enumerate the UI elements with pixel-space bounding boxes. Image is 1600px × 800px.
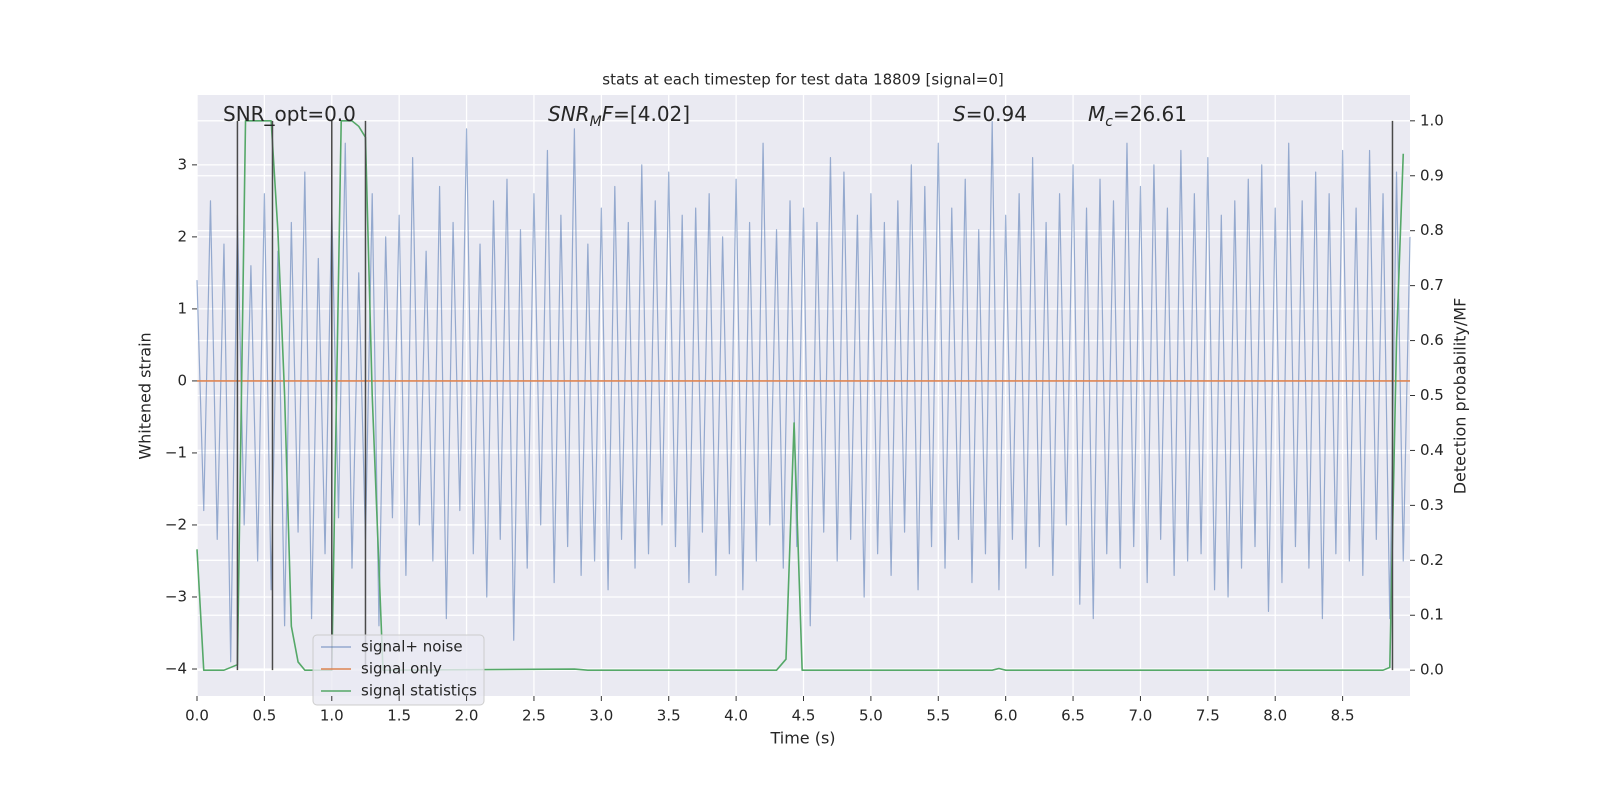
- legend: signal+ noise signal only signal statistic…: [312, 634, 485, 706]
- y2-tick-label: 0.3: [1420, 496, 1444, 514]
- x-tick-label: 1.5: [387, 707, 411, 725]
- legend-label: signal+ noise: [361, 638, 463, 656]
- x-tick-label: 7.5: [1196, 707, 1220, 725]
- marks: [196, 120, 1411, 671]
- y2-tick-label: 0.0: [1420, 661, 1444, 679]
- x-tick-label: 8.5: [1331, 707, 1355, 725]
- y2-tick-label: 0.1: [1420, 606, 1444, 624]
- x-tick-label: 3.0: [589, 707, 613, 725]
- x-tick-label: 3.5: [657, 707, 681, 725]
- y-tick-label: −4: [165, 659, 187, 677]
- y-tick-label: −2: [165, 515, 187, 533]
- x-tick-label: 0.5: [252, 707, 276, 725]
- y2-tick-label: 0.4: [1420, 441, 1444, 459]
- y-tick-label: −3: [165, 587, 187, 605]
- annotation: SNRMF=[4.02]: [548, 102, 690, 130]
- y2-tick-label: 1.0: [1420, 111, 1444, 129]
- y-tick-label: 0: [177, 371, 187, 389]
- x-tick-label: 4.0: [724, 707, 748, 725]
- y2-tick-label: 0.5: [1420, 386, 1444, 404]
- x-tick-label: 6.0: [994, 707, 1018, 725]
- legend-box: [312, 634, 485, 706]
- x-tick-label: 2.5: [522, 707, 546, 725]
- y-tick-label: 2: [177, 227, 187, 245]
- legend-label: signal statistics: [361, 682, 477, 700]
- x-tick-label: 7.0: [1129, 707, 1153, 725]
- y2-tick-label: 0.7: [1420, 276, 1444, 294]
- y-tick-label: 3: [177, 155, 187, 173]
- annotation: SNR_opt=0.0: [223, 102, 356, 126]
- y-axis-label: Whitened strain: [136, 332, 155, 459]
- y2-tick-label: 0.8: [1420, 221, 1444, 239]
- y2-axis-label: Detection probability/MF: [1451, 298, 1470, 495]
- x-tick-label: 5.5: [926, 707, 950, 725]
- x-tick-label: 8.0: [1263, 707, 1287, 725]
- annotation: Mc=26.61: [1088, 102, 1187, 130]
- x-axis-label: Time (s): [769, 729, 835, 748]
- y2-tick-label: 0.2: [1420, 551, 1444, 569]
- x-tick-label: 0.0: [185, 707, 209, 725]
- y2-tick-label: 0.9: [1420, 166, 1444, 184]
- y2-tick-label: 0.6: [1420, 331, 1444, 349]
- x-tick-label: 2.0: [455, 707, 479, 725]
- chart-title: stats at each timestep for test data 188…: [602, 71, 1003, 89]
- x-tick-label: 5.0: [859, 707, 883, 725]
- series-line: [196, 121, 1411, 663]
- x-tick-label: 1.0: [320, 707, 344, 725]
- legend-label: signal only: [361, 660, 442, 678]
- x-tick-label: 4.5: [792, 707, 816, 725]
- y-tick-label: −1: [165, 443, 187, 461]
- annotation: S=0.94: [953, 102, 1027, 126]
- x-tick-label: 6.5: [1061, 707, 1085, 725]
- y-tick-label: 1: [177, 299, 187, 317]
